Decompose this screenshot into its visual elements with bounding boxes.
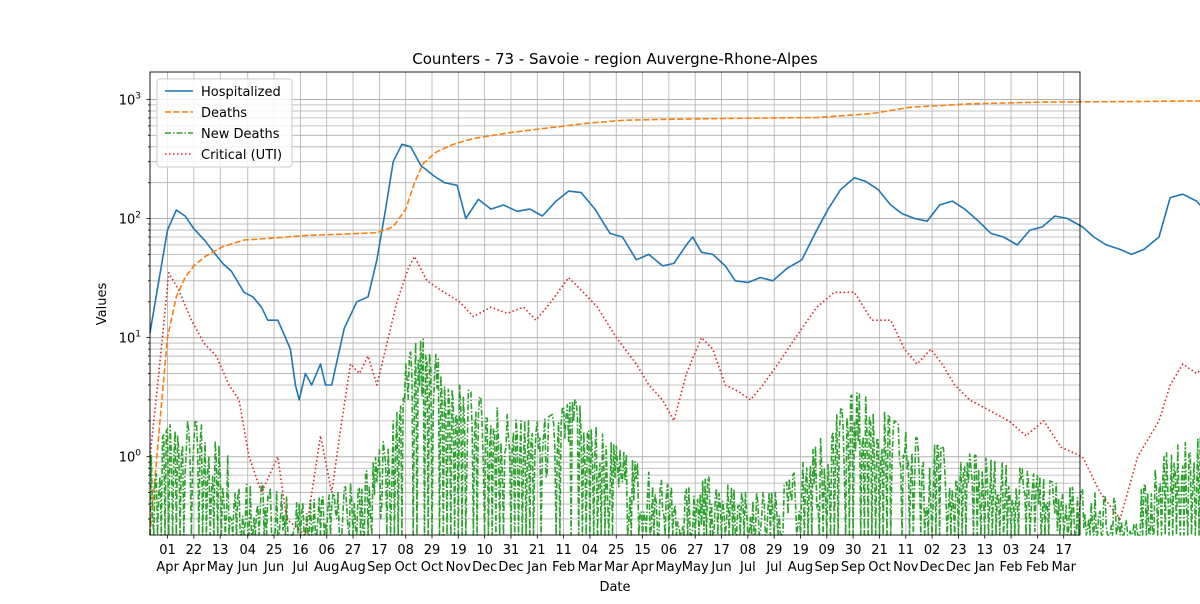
x-tick-day: 06 [318,543,335,558]
y-tick-label: 103 [119,91,141,108]
x-tick-month: Feb [552,560,575,575]
y-tick-label: 100 [119,449,142,466]
x-tick-day: 17 [371,543,388,558]
x-tick-day: 11 [898,543,915,558]
chart-title: Counters - 73 - Savoie - region Auvergne… [412,50,818,68]
x-tick-day: 17 [713,543,730,558]
x-tick-day: 25 [266,543,283,558]
x-tick-month: Sep [815,560,840,575]
x-tick-month: Mar [604,560,629,575]
x-axis-label: Date [599,580,630,595]
x-axis: 01 Apr 22 Apr 13 May 04 Jun 25 Jun 16 Jul 06 Aug 27 Aug… [156,535,1077,575]
legend-label: Deaths [201,106,247,121]
x-tick-month: Apr [631,560,654,575]
x-tick-day: 09 [819,543,836,558]
x-tick-month: Mar [578,560,603,575]
x-tick-day: 11 [555,543,572,558]
y-axis-label: Values [95,283,110,326]
x-tick-month: Dec [920,560,945,575]
x-tick-day: 10 [476,543,493,558]
x-tick-day: 16 [292,543,309,558]
x-tick-month: Sep [841,560,866,575]
x-tick-day: 19 [792,543,809,558]
x-tick-day: 04 [239,543,256,558]
x-tick-day: 01 [159,543,176,558]
legend-box [156,78,293,168]
x-tick-day: 29 [424,543,441,558]
legend-label: New Deaths [201,127,280,142]
x-tick-day: 13 [212,543,229,558]
grid [150,72,1080,535]
x-tick-month: Nov [446,560,472,575]
x-tick-day: 31 [503,543,520,558]
x-tick-day: 03 [1003,543,1020,558]
x-tick-month: Jan [526,560,547,575]
x-tick-month: Nov [893,560,919,575]
x-tick-month: Dec [498,560,523,575]
plot-lines [149,100,1200,536]
x-tick-month: Aug [340,560,365,575]
y-tick-label: 101 [119,330,141,347]
x-tick-day: 21 [871,543,888,558]
y-tick-label: 102 [119,211,141,228]
x-tick-day: 24 [1029,543,1046,558]
x-tick-day: 19 [450,543,467,558]
x-tick-day: 17 [1055,543,1072,558]
series-line-critical-uti [149,255,1200,536]
x-tick-day: 25 [608,543,625,558]
x-tick-month: Apr [156,560,179,575]
x-tick-day: 15 [634,543,651,558]
x-tick-day: 29 [766,543,783,558]
x-tick-month: Dec [472,560,497,575]
plot-frame [149,71,1081,536]
x-tick-month: Sep [367,560,392,575]
x-tick-day: 23 [950,543,967,558]
x-tick-day: 08 [740,543,757,558]
x-tick-month: Jun [263,560,284,575]
x-tick-month: Jul [739,560,756,575]
x-tick-day: 06 [661,543,678,558]
x-tick-month: Oct [394,560,416,575]
x-tick-day: 02 [924,543,941,558]
x-tick-month: Feb [1026,560,1049,575]
x-tick-day: 22 [186,543,203,558]
x-tick-month: Feb [1000,560,1023,575]
legend-label: Critical (UTI) [201,148,282,163]
x-tick-day: 13 [976,543,993,558]
x-tick-month: Jun [237,560,258,575]
x-tick-month: Oct [868,560,890,575]
x-tick-month: May [207,560,234,575]
legend-label: Hospitalized [201,85,281,100]
x-tick-day: 27 [345,543,362,558]
x-tick-month: Aug [788,560,813,575]
x-tick-day: 27 [687,543,704,558]
series-line-hospitalized [149,143,1200,401]
series-line-new-deaths [149,338,1200,536]
y-axis: 100 101 102 103 [119,91,150,520]
x-tick-month: Oct [421,560,443,575]
x-tick-day: 08 [397,543,414,558]
x-tick-day: 04 [582,543,599,558]
x-tick-month: Apr [183,560,206,575]
x-tick-month: Aug [314,560,339,575]
x-tick-month: Dec [946,560,971,575]
x-tick-month: Jul [292,560,309,575]
legend: Hospitalized Deaths New Deaths Critical (UT… [156,78,293,168]
x-tick-day: 21 [529,543,546,558]
x-tick-month: May [682,560,709,575]
series-line-deaths [149,100,1200,536]
x-tick-month: Jan [974,560,995,575]
x-tick-day: 30 [845,543,862,558]
x-tick-month: Jun [710,560,731,575]
x-tick-month: May [655,560,682,575]
x-tick-month: Mar [1051,560,1076,575]
x-tick-month: Jul [765,560,782,575]
